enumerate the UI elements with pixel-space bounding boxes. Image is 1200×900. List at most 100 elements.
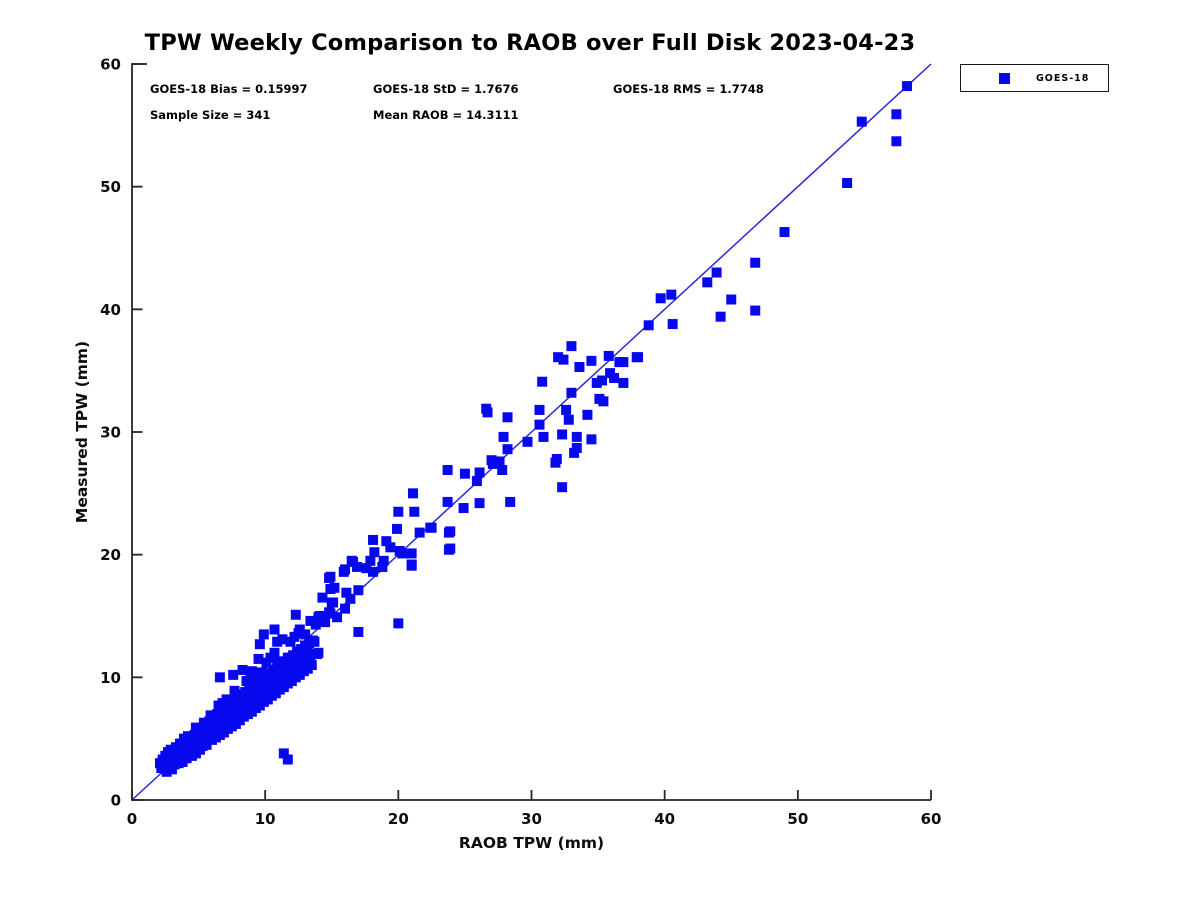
data-point (269, 624, 280, 635)
data-point (228, 669, 239, 680)
legend: GOES-18 (960, 64, 1109, 92)
data-point (558, 354, 569, 365)
data-point (891, 136, 902, 147)
data-point (537, 376, 548, 387)
data-point (891, 109, 902, 120)
data-point (459, 468, 470, 479)
data-point (711, 267, 722, 278)
data-point (598, 396, 609, 407)
data-point (300, 629, 311, 640)
x-tick-label: 20 (388, 810, 409, 828)
data-point (655, 293, 666, 304)
x-tick-label: 0 (127, 810, 137, 828)
data-point (310, 619, 321, 630)
data-point (166, 764, 177, 775)
data-point (205, 710, 216, 721)
data-point (750, 305, 761, 316)
data-point (277, 634, 288, 645)
data-point (574, 361, 585, 372)
y-tick-label: 20 (100, 546, 121, 564)
data-point (394, 545, 405, 556)
data-point (332, 612, 343, 623)
data-point (365, 555, 376, 566)
data-point (278, 748, 289, 759)
data-point (324, 607, 335, 618)
data-point (474, 498, 485, 509)
data-point (409, 506, 420, 517)
data-point (586, 434, 597, 445)
data-point (406, 559, 417, 570)
data-point (181, 753, 192, 764)
data-point (253, 653, 264, 664)
data-point (502, 444, 513, 455)
data-point (178, 733, 189, 744)
data-point (338, 566, 349, 577)
data-point (198, 717, 209, 728)
data-point (308, 635, 319, 646)
data-point (249, 667, 260, 678)
legend-marker-square (999, 72, 1010, 84)
data-point (426, 522, 437, 533)
data-point (902, 81, 913, 92)
stat-bias: GOES-18 Bias = 0.15997 (150, 82, 308, 96)
data-point (261, 657, 272, 668)
data-point (305, 652, 316, 663)
x-axis-label: RAOB TPW (mm) (459, 834, 604, 852)
data-point (666, 289, 677, 300)
data-point (597, 375, 608, 386)
y-tick-label: 30 (100, 424, 121, 442)
data-point (324, 572, 335, 583)
data-point (557, 482, 568, 493)
data-point (237, 664, 248, 675)
data-point (487, 458, 498, 469)
data-point (563, 414, 574, 425)
data-point (306, 660, 317, 671)
x-tick-label: 10 (255, 810, 276, 828)
data-point (214, 672, 225, 683)
y-axis-label: Measured TPW (mm) (73, 341, 91, 523)
data-point (241, 676, 252, 687)
data-point (750, 257, 761, 268)
x-tick-label: 30 (521, 810, 542, 828)
data-point (538, 431, 549, 442)
data-point (368, 534, 379, 545)
data-point (561, 404, 572, 415)
data-point (269, 647, 280, 658)
data-point (393, 618, 404, 629)
data-point (856, 116, 867, 127)
data-point (591, 377, 602, 388)
data-point (471, 476, 482, 487)
data-point (702, 277, 713, 288)
data-point (258, 629, 269, 640)
data-point (603, 350, 614, 361)
y-tick-label: 0 (111, 792, 121, 810)
data-point (385, 542, 396, 553)
data-point (361, 563, 372, 574)
stat-std: GOES-18 StD = 1.7676 (373, 82, 519, 96)
data-point (534, 419, 545, 430)
data-point (618, 357, 629, 368)
data-point (406, 548, 417, 559)
data-point (498, 431, 509, 442)
data-point (557, 429, 568, 440)
data-point (442, 496, 453, 507)
data-point (290, 609, 301, 620)
y-tick-label: 40 (100, 301, 121, 319)
data-point (340, 603, 351, 614)
data-point (313, 612, 324, 623)
data-point (445, 543, 456, 554)
data-point (618, 377, 629, 388)
data-point (161, 766, 172, 777)
data-point (320, 617, 331, 628)
data-point (326, 597, 337, 608)
data-point (445, 526, 456, 537)
data-point (393, 506, 404, 517)
stat-rms: GOES-18 RMS = 1.7748 (613, 82, 764, 96)
data-point (353, 585, 364, 596)
y-tick-label: 10 (100, 669, 121, 687)
data-point (348, 557, 359, 568)
data-point (667, 319, 678, 330)
data-point (633, 352, 644, 363)
